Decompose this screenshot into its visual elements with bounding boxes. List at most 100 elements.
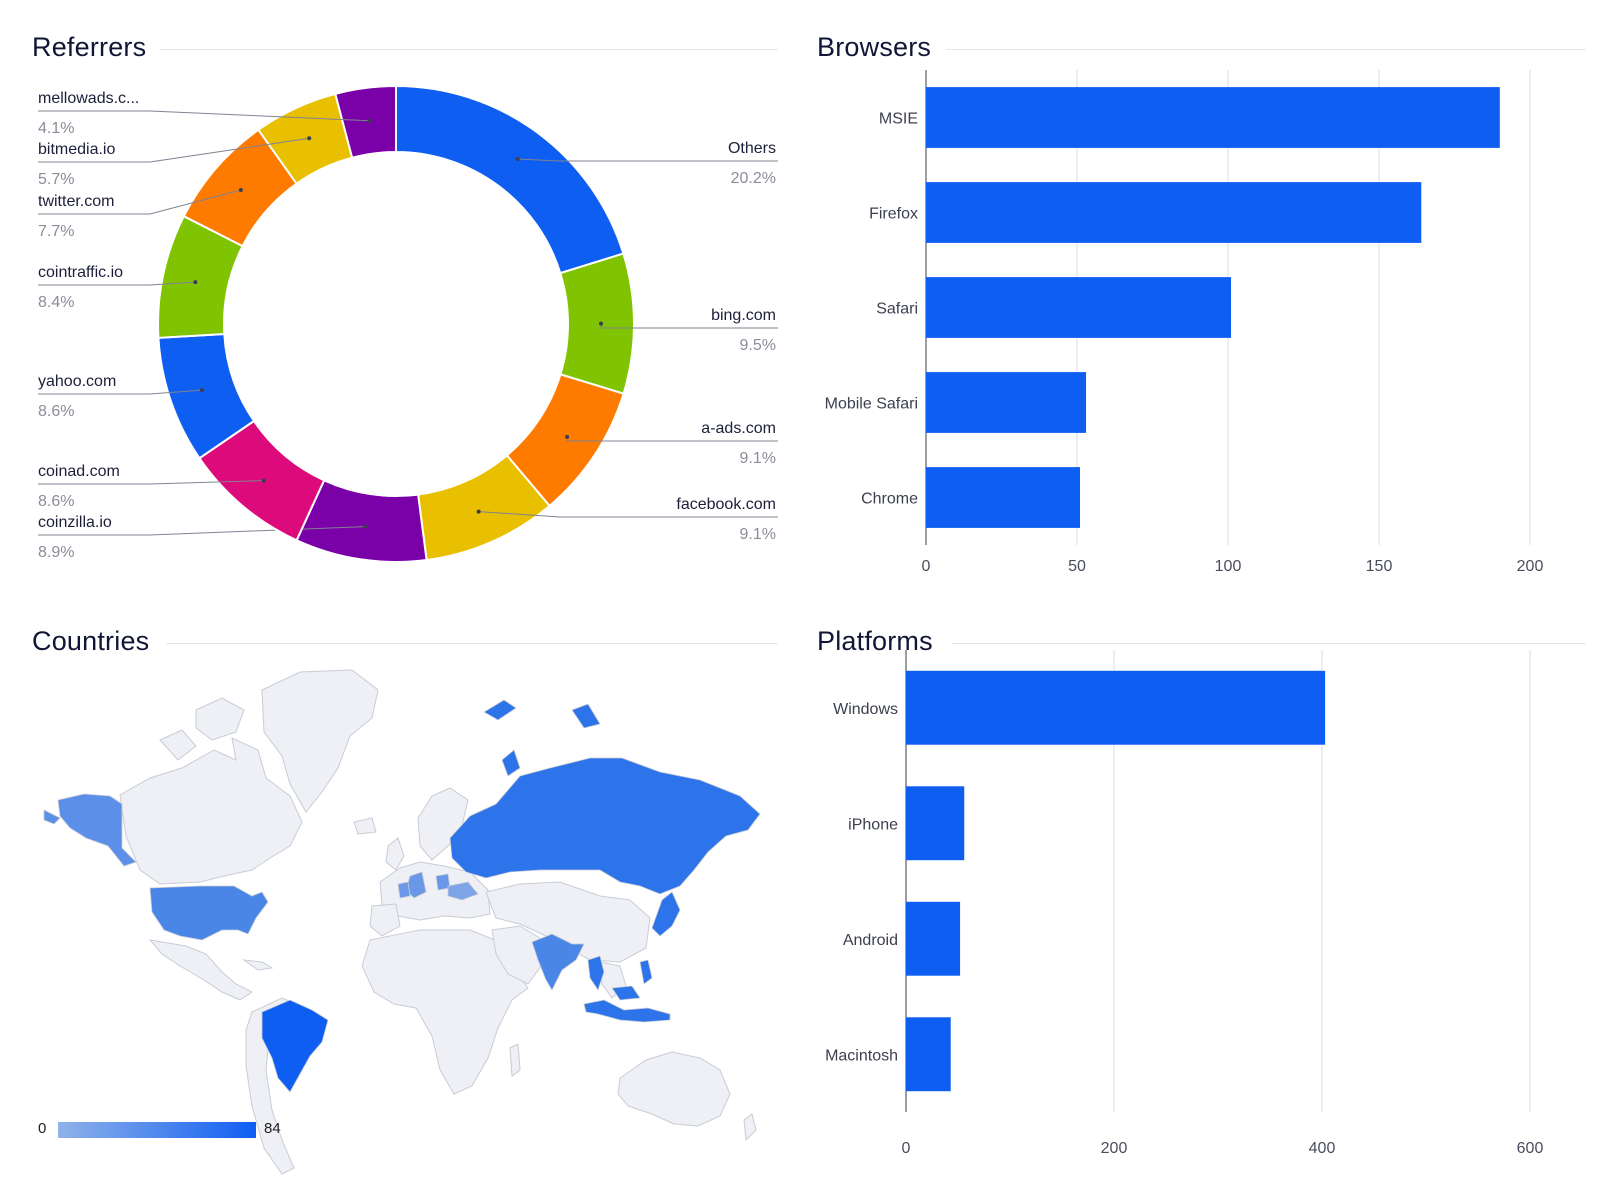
leader-line [38, 480, 264, 485]
slice-percent-label: 20.2% [731, 170, 776, 187]
slice-label: Others [728, 140, 776, 157]
leader-dot [367, 118, 372, 123]
browsers-bar-chart: 0 50 100 150 200 MSIE Firefox Safari Mobile Safa… [825, 70, 1544, 575]
category-label: Chrome [861, 491, 918, 508]
leader-line [38, 189, 241, 215]
bar[interactable] [906, 670, 1326, 745]
bar[interactable] [926, 277, 1232, 338]
category-label: Windows [833, 701, 898, 718]
bar[interactable] [906, 786, 965, 861]
slice-percent-label: 9.5% [740, 337, 776, 354]
category-label: MSIE [879, 111, 918, 128]
greenland [261, 669, 379, 813]
slice-label: twitter.com [38, 193, 114, 210]
slice-percent-label: 9.1% [740, 450, 776, 467]
slice-label: mellowads.c... [38, 90, 139, 107]
donut-slice[interactable] [334, 84, 397, 159]
new-zealand [743, 1113, 757, 1142]
leader-line [38, 281, 196, 286]
leader-dot [238, 188, 243, 193]
slice-label: bing.com [711, 307, 776, 324]
category-label: Safari [876, 301, 918, 318]
indonesia-2 [611, 985, 641, 1001]
donut-slice[interactable] [559, 252, 635, 395]
x-tick-label: 0 [902, 1140, 911, 1157]
x-tick-label: 200 [1101, 1140, 1128, 1157]
leader-dot [598, 321, 603, 326]
brazil [261, 999, 329, 1093]
platforms-title-rule [952, 643, 1586, 644]
x-tick-label: 0 [922, 558, 931, 575]
x-tick-label: 150 [1366, 558, 1393, 575]
category-label: Android [843, 932, 898, 949]
bar[interactable] [906, 1017, 951, 1092]
bar[interactable] [926, 87, 1500, 148]
color-scale-min-label: 0 [38, 1120, 47, 1137]
donut-slice[interactable] [395, 84, 625, 275]
leader-dot [515, 156, 520, 161]
browsers-panel: Browsers 0 50 100 150 200 MSIE Firefox Safari Mo… [800, 0, 1600, 600]
leader-dot [193, 280, 198, 285]
bar[interactable] [926, 182, 1422, 243]
madagascar [509, 1043, 521, 1077]
leader-dot [199, 388, 204, 393]
x-tick-label: 50 [1068, 558, 1086, 575]
x-tick-label: 400 [1309, 1140, 1336, 1157]
leader-dot [565, 434, 570, 439]
category-label: Firefox [869, 206, 918, 223]
leader-dot [307, 136, 312, 141]
leader-line [38, 389, 203, 395]
novaya-zemlya [501, 749, 521, 777]
slice-label: facebook.com [676, 496, 776, 513]
platforms-title: Platforms [817, 626, 933, 656]
leader-dot [363, 524, 368, 529]
browsers-title-rule [946, 49, 1586, 50]
japan [651, 891, 681, 937]
australia [617, 1051, 731, 1127]
middle-east [491, 925, 545, 985]
arctic-islands-2 [159, 729, 197, 761]
slice-percent-label: 4.1% [38, 120, 74, 137]
iceland [353, 817, 377, 835]
color-scale-bar [58, 1122, 256, 1138]
category-label: iPhone [848, 816, 898, 833]
slice-percent-label: 8.9% [38, 544, 74, 561]
india [531, 933, 585, 991]
x-tick-label: 200 [1517, 558, 1544, 575]
slice-percent-label: 8.6% [38, 493, 74, 510]
russia-islands-2 [483, 699, 517, 721]
uk [385, 837, 405, 871]
map-highlighted [43, 699, 761, 1093]
bar[interactable] [926, 372, 1087, 433]
slice-label: coinad.com [38, 463, 120, 480]
leader-line [478, 511, 778, 518]
countries-title: Countries [32, 626, 150, 656]
referrers-title-rule [160, 49, 778, 50]
slice-percent-label: 9.1% [740, 526, 776, 543]
color-scale-max-label: 84 [264, 1120, 281, 1137]
russia-islands [571, 703, 601, 729]
x-tick-label: 100 [1215, 558, 1242, 575]
arctic-islands [195, 697, 245, 741]
platforms-bar-chart: 0 200 400 600 Windows iPhone Android Macintosh [825, 650, 1543, 1157]
canada [119, 737, 303, 885]
category-label: Mobile Safari [825, 396, 918, 413]
platforms-panel: Platforms 0 200 400 600 Windows iPhone Android… [800, 600, 1600, 1200]
philippines [639, 959, 653, 985]
leader-line [517, 158, 778, 162]
slice-label: cointraffic.io [38, 264, 123, 281]
slice-percent-label: 5.7% [38, 171, 74, 188]
referrers-donut-chart: Others 20.2% bing.com 9.5% a-ads.com 9.1% face… [38, 84, 778, 563]
slice-label: coinzilla.io [38, 514, 112, 531]
countries-panel: Countries [0, 600, 800, 1200]
caribbean [242, 959, 274, 971]
slice-percent-label: 8.4% [38, 294, 74, 311]
referrers-title: Referrers [32, 32, 147, 62]
benelux [397, 881, 411, 899]
ukraine [447, 881, 479, 901]
bar[interactable] [926, 467, 1081, 528]
alaska [57, 793, 137, 867]
slice-label: bitmedia.io [38, 141, 115, 158]
bar[interactable] [906, 901, 961, 976]
map-land [119, 669, 757, 1175]
